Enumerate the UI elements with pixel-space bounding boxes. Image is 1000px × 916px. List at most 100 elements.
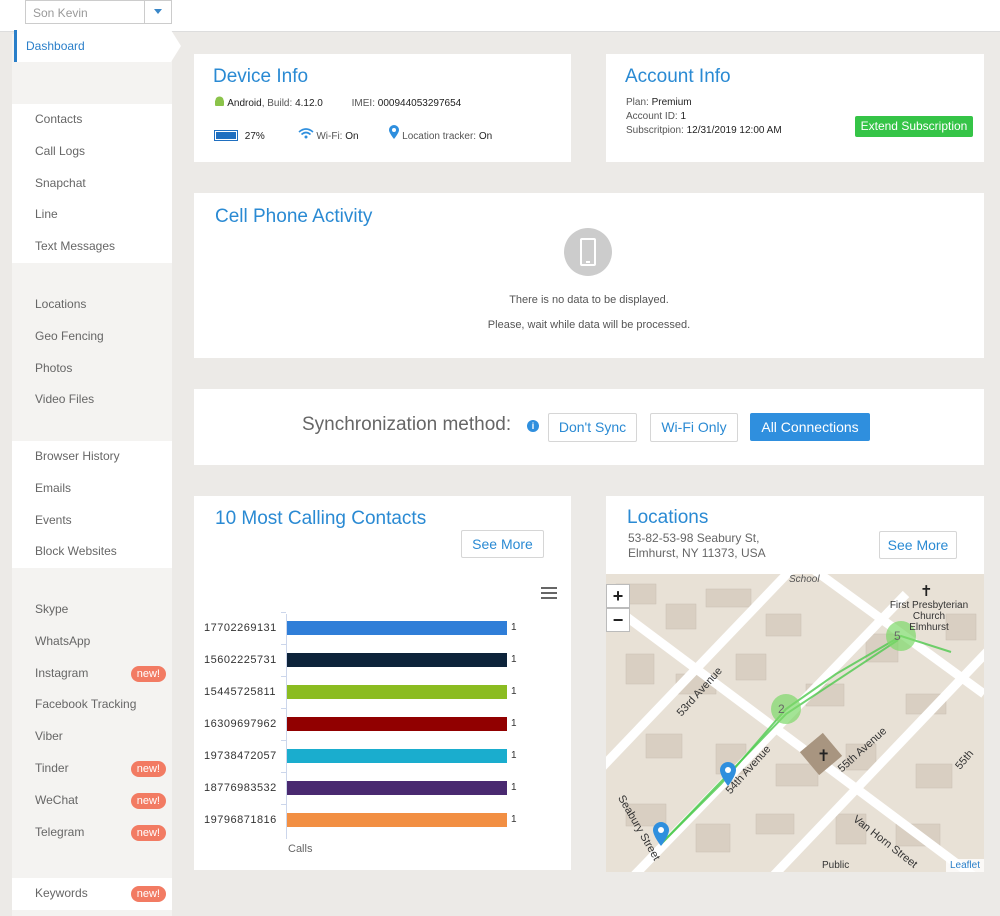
sync-wifi-only-button[interactable]: Wi-Fi Only <box>650 413 738 442</box>
sidebar-item-keywords[interactable]: Keywords new! <box>12 878 172 910</box>
locations-card: Locations 53-82-53-98 Seabury St, Elmhur… <box>606 496 984 574</box>
new-badge: new! <box>130 886 166 902</box>
map-label-church: First Presbyterian Church Elmhurst <box>884 600 974 633</box>
sidebar-item-label: Locations <box>35 297 87 311</box>
chart-value-label: 1 <box>511 622 517 633</box>
chart-value-label: 1 <box>511 654 517 665</box>
chart-bar[interactable] <box>287 717 507 731</box>
new-badge: new! <box>130 760 166 777</box>
cell-activity-title: Cell Phone Activity <box>215 206 373 227</box>
sidebar-item-label: Browser History <box>35 449 120 463</box>
sidebar-item-dashboard[interactable]: Dashboard <box>14 30 181 62</box>
map-cluster-2[interactable]: 2 <box>778 702 785 716</box>
sidebar-group: Locations Geo Fencing Photos Video Files <box>12 289 172 417</box>
sidebar-item-label: Tinder <box>35 760 69 775</box>
chart-tick <box>281 740 286 741</box>
sidebar-item-label: Block Websites <box>35 544 117 559</box>
chart-bar[interactable] <box>287 685 507 699</box>
chart-bar[interactable] <box>287 653 507 667</box>
location-map[interactable]: ✝ ✝ 2 5 53rd Avenue 54th Avenue 55th Ave… <box>606 574 984 872</box>
account-info-title: Account Info <box>625 66 731 87</box>
sidebar-item-label: Geo Fencing <box>35 328 104 343</box>
sidebar-item-photos[interactable]: Photos <box>12 353 172 385</box>
build-label: , Build: <box>261 98 293 109</box>
sidebar-item-events[interactable]: Events <box>12 505 172 537</box>
account-id-label: Account ID: <box>626 111 678 122</box>
sidebar-item-geo-fencing[interactable]: Geo Fencing <box>12 321 172 353</box>
sidebar-item-block-websites[interactable]: Block Websites <box>12 536 172 568</box>
sidebar-item-telegram[interactable]: Telegram new! <box>12 817 172 849</box>
sidebar-item-tinder[interactable]: Tinder new! <box>12 753 172 785</box>
sidebar-item-locations[interactable]: Locations <box>12 289 172 321</box>
chart-bar[interactable] <box>287 749 507 763</box>
account-details: Plan: Premium Account ID: 1 Subscritpion… <box>626 96 782 138</box>
sidebar-item-label: WeChat <box>35 792 79 807</box>
battery-icon <box>214 130 238 141</box>
map-zoom-out-button[interactable]: − <box>606 608 630 632</box>
sidebar-item-line[interactable]: Line <box>12 199 172 231</box>
sidebar-item-snapchat[interactable]: Snapchat <box>12 168 172 200</box>
church-line-1: First Presbyterian <box>889 600 969 611</box>
sidebar-item-wechat[interactable]: WeChat new! <box>12 785 172 817</box>
sidebar-item-label: Emails <box>35 480 72 495</box>
chart-category-label: 19738472057 <box>204 750 277 762</box>
battery-fill <box>216 132 236 139</box>
extend-subscription-button[interactable]: Extend Subscription <box>855 116 973 137</box>
chart-tick <box>281 676 286 677</box>
chart-bar[interactable] <box>287 781 507 795</box>
device-user-select[interactable]: Son Kevin <box>25 0 172 24</box>
calling-see-more-button[interactable]: See More <box>461 530 544 558</box>
sidebar-item-label: WhatsApp <box>35 633 91 648</box>
account-info-card: Account Info Plan: Premium Account ID: 1… <box>606 54 984 162</box>
chart-value-label: 1 <box>511 750 517 761</box>
sidebar-item-skype[interactable]: Skype <box>12 594 172 626</box>
sidebar-group: Skype WhatsApp Instagram new! Facebook Track… <box>12 594 172 849</box>
sidebar-group: Browser History Emails Events Block Website… <box>12 441 172 569</box>
address-line-1: 53-82-53-98 Seabury St, <box>628 531 760 545</box>
chart-axis-line <box>286 614 287 839</box>
sync-all-connections-button[interactable]: All Connections <box>750 413 870 441</box>
sidebar-item-whatsapp[interactable]: WhatsApp <box>12 626 172 658</box>
sidebar-item-text-messages[interactable]: Text Messages <box>12 231 172 263</box>
sidebar-item-emails[interactable]: Emails <box>12 473 172 505</box>
sidebar-item-label: Events <box>35 512 72 527</box>
calling-bar-chart: 17702269131 1 15602225731 1 15445725811 1 1630… <box>194 496 571 870</box>
sidebar-item-label: Snapchat <box>35 175 86 190</box>
sidebar-item-browser-history[interactable]: Browser History <box>12 441 172 473</box>
sidebar-item-instagram[interactable]: Instagram new! <box>12 658 172 690</box>
map-zoom-in-button[interactable]: + <box>606 584 630 608</box>
locations-see-more-button[interactable]: See More <box>879 531 957 559</box>
device-user-name: Son Kevin <box>33 6 88 20</box>
sidebar-item-contacts[interactable]: Contacts <box>12 104 172 136</box>
map-attribution-link[interactable]: Leaflet <box>945 859 984 872</box>
wifi-icon <box>298 128 314 142</box>
account-id-value: 1 <box>680 111 687 122</box>
map-cluster-5[interactable]: 5 <box>894 629 901 643</box>
sync-dont-sync-button[interactable]: Don't Sync <box>548 413 637 442</box>
wifi-status: On <box>345 131 359 142</box>
chart-x-axis-label: Calls <box>288 843 313 855</box>
sidebar-item-video-files[interactable]: Video Files <box>12 384 172 416</box>
chart-category-label: 17702269131 <box>204 622 277 634</box>
sidebar-item-facebook-tracking[interactable]: Facebook Tracking <box>12 689 172 721</box>
tracker-label: Location tracker: <box>402 131 477 142</box>
sidebar-item-call-logs[interactable]: Call Logs <box>12 136 172 168</box>
device-info-title: Device Info <box>213 66 309 87</box>
empty-message: There is no data to be displayed. <box>509 294 669 306</box>
sidebar-group: Contacts Call Logs Snapchat Line Text Messag… <box>12 104 172 263</box>
sidebar-item-viber[interactable]: Viber <box>12 721 172 753</box>
chart-bar[interactable] <box>287 621 507 635</box>
svg-text:✝: ✝ <box>920 582 933 600</box>
sidebar-item-label: Video Files <box>35 392 95 407</box>
new-badge: new! <box>130 824 166 841</box>
chart-category-label: 15602225731 <box>204 654 277 666</box>
cell-activity-card: Cell Phone Activity There is no data to … <box>194 193 984 358</box>
chart-menu-icon[interactable] <box>541 587 557 599</box>
info-icon[interactable]: i <box>527 420 539 432</box>
church-line-2: Church <box>912 611 946 622</box>
chevron-down-icon[interactable] <box>144 1 171 23</box>
chart-bar[interactable] <box>287 813 507 827</box>
church-line-3: Elmhurst <box>909 622 949 633</box>
sidebar-item-label: Skype <box>35 602 69 616</box>
sidebar-item-label: Line <box>35 207 58 222</box>
